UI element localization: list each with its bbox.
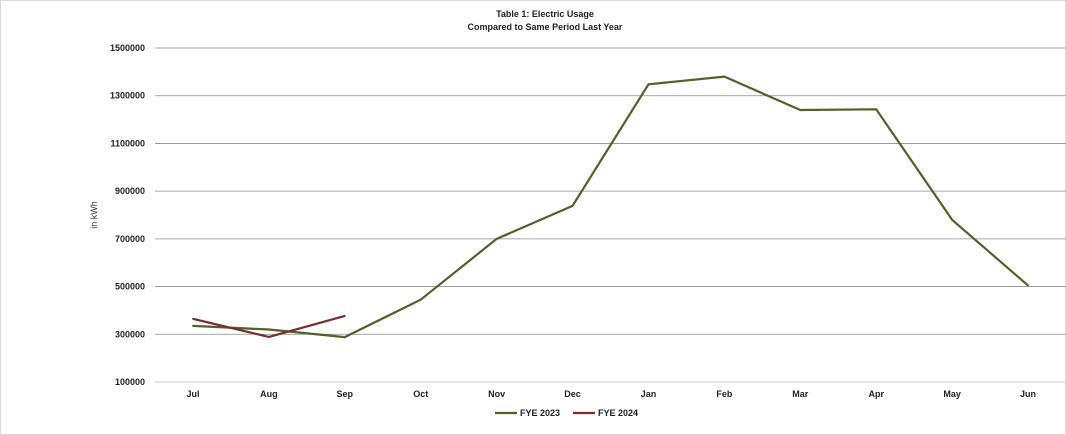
data-point <box>799 109 802 111</box>
data-point <box>1027 284 1029 287</box>
x-tick-label: Sep <box>337 389 354 399</box>
legend-label: FYE 2023 <box>520 408 560 418</box>
x-tick-label: Feb <box>716 389 733 399</box>
series-line-0 <box>192 75 1029 339</box>
legend-item: FYE 2023 <box>495 408 560 418</box>
y-tick-label: 700000 <box>115 234 145 244</box>
chart-subtitle: Compared to Same Period Last Year <box>468 22 623 32</box>
series-lines <box>192 75 1029 339</box>
y-tick-label: 1100000 <box>110 138 145 148</box>
data-point <box>419 298 422 301</box>
data-point <box>495 237 498 240</box>
data-point <box>875 108 878 111</box>
legend: FYE 2023 FYE 2024 <box>495 408 638 418</box>
x-tick-label: Apr <box>868 389 884 399</box>
y-tick-label: 300000 <box>115 329 145 339</box>
y-axis-label: in kWh <box>89 201 99 229</box>
data-point <box>192 317 194 320</box>
x-tick-label: Jan <box>641 389 657 399</box>
x-tick-label: Aug <box>260 389 278 399</box>
x-tick-label: Mar <box>792 389 809 399</box>
y-tick-label: 500000 <box>115 282 145 292</box>
y-tick-labels: 1500000 1300000 1100000 900000 700000 500000 3… <box>110 43 145 387</box>
y-tick-label: 100000 <box>115 377 145 387</box>
legend-item: FYE 2024 <box>573 408 638 418</box>
y-tick-label: 1500000 <box>110 43 145 53</box>
x-tick-label: Jun <box>1020 389 1036 399</box>
x-tick-label: Jul <box>186 389 199 399</box>
data-point <box>647 83 650 86</box>
chart-title: Table 1: Electric Usage <box>496 9 594 19</box>
x-tick-labels: Jul Aug Sep Oct Nov Dec Jan Feb Mar Apr May Jun <box>186 389 1036 399</box>
data-point <box>343 315 346 317</box>
x-tick-label: Dec <box>564 389 581 399</box>
data-point <box>723 75 726 78</box>
data-point <box>571 205 574 207</box>
x-tick-label: Oct <box>413 389 428 399</box>
legend-label: FYE 2024 <box>598 408 638 418</box>
y-tick-label: 1300000 <box>110 91 145 101</box>
x-tick-label: Nov <box>488 389 505 399</box>
data-point <box>192 325 194 327</box>
data-point <box>267 336 270 338</box>
data-point <box>343 336 346 339</box>
x-tick-label: May <box>943 389 961 399</box>
data-point <box>951 218 954 221</box>
y-tick-label: 900000 <box>115 186 145 196</box>
data-point <box>267 328 270 331</box>
